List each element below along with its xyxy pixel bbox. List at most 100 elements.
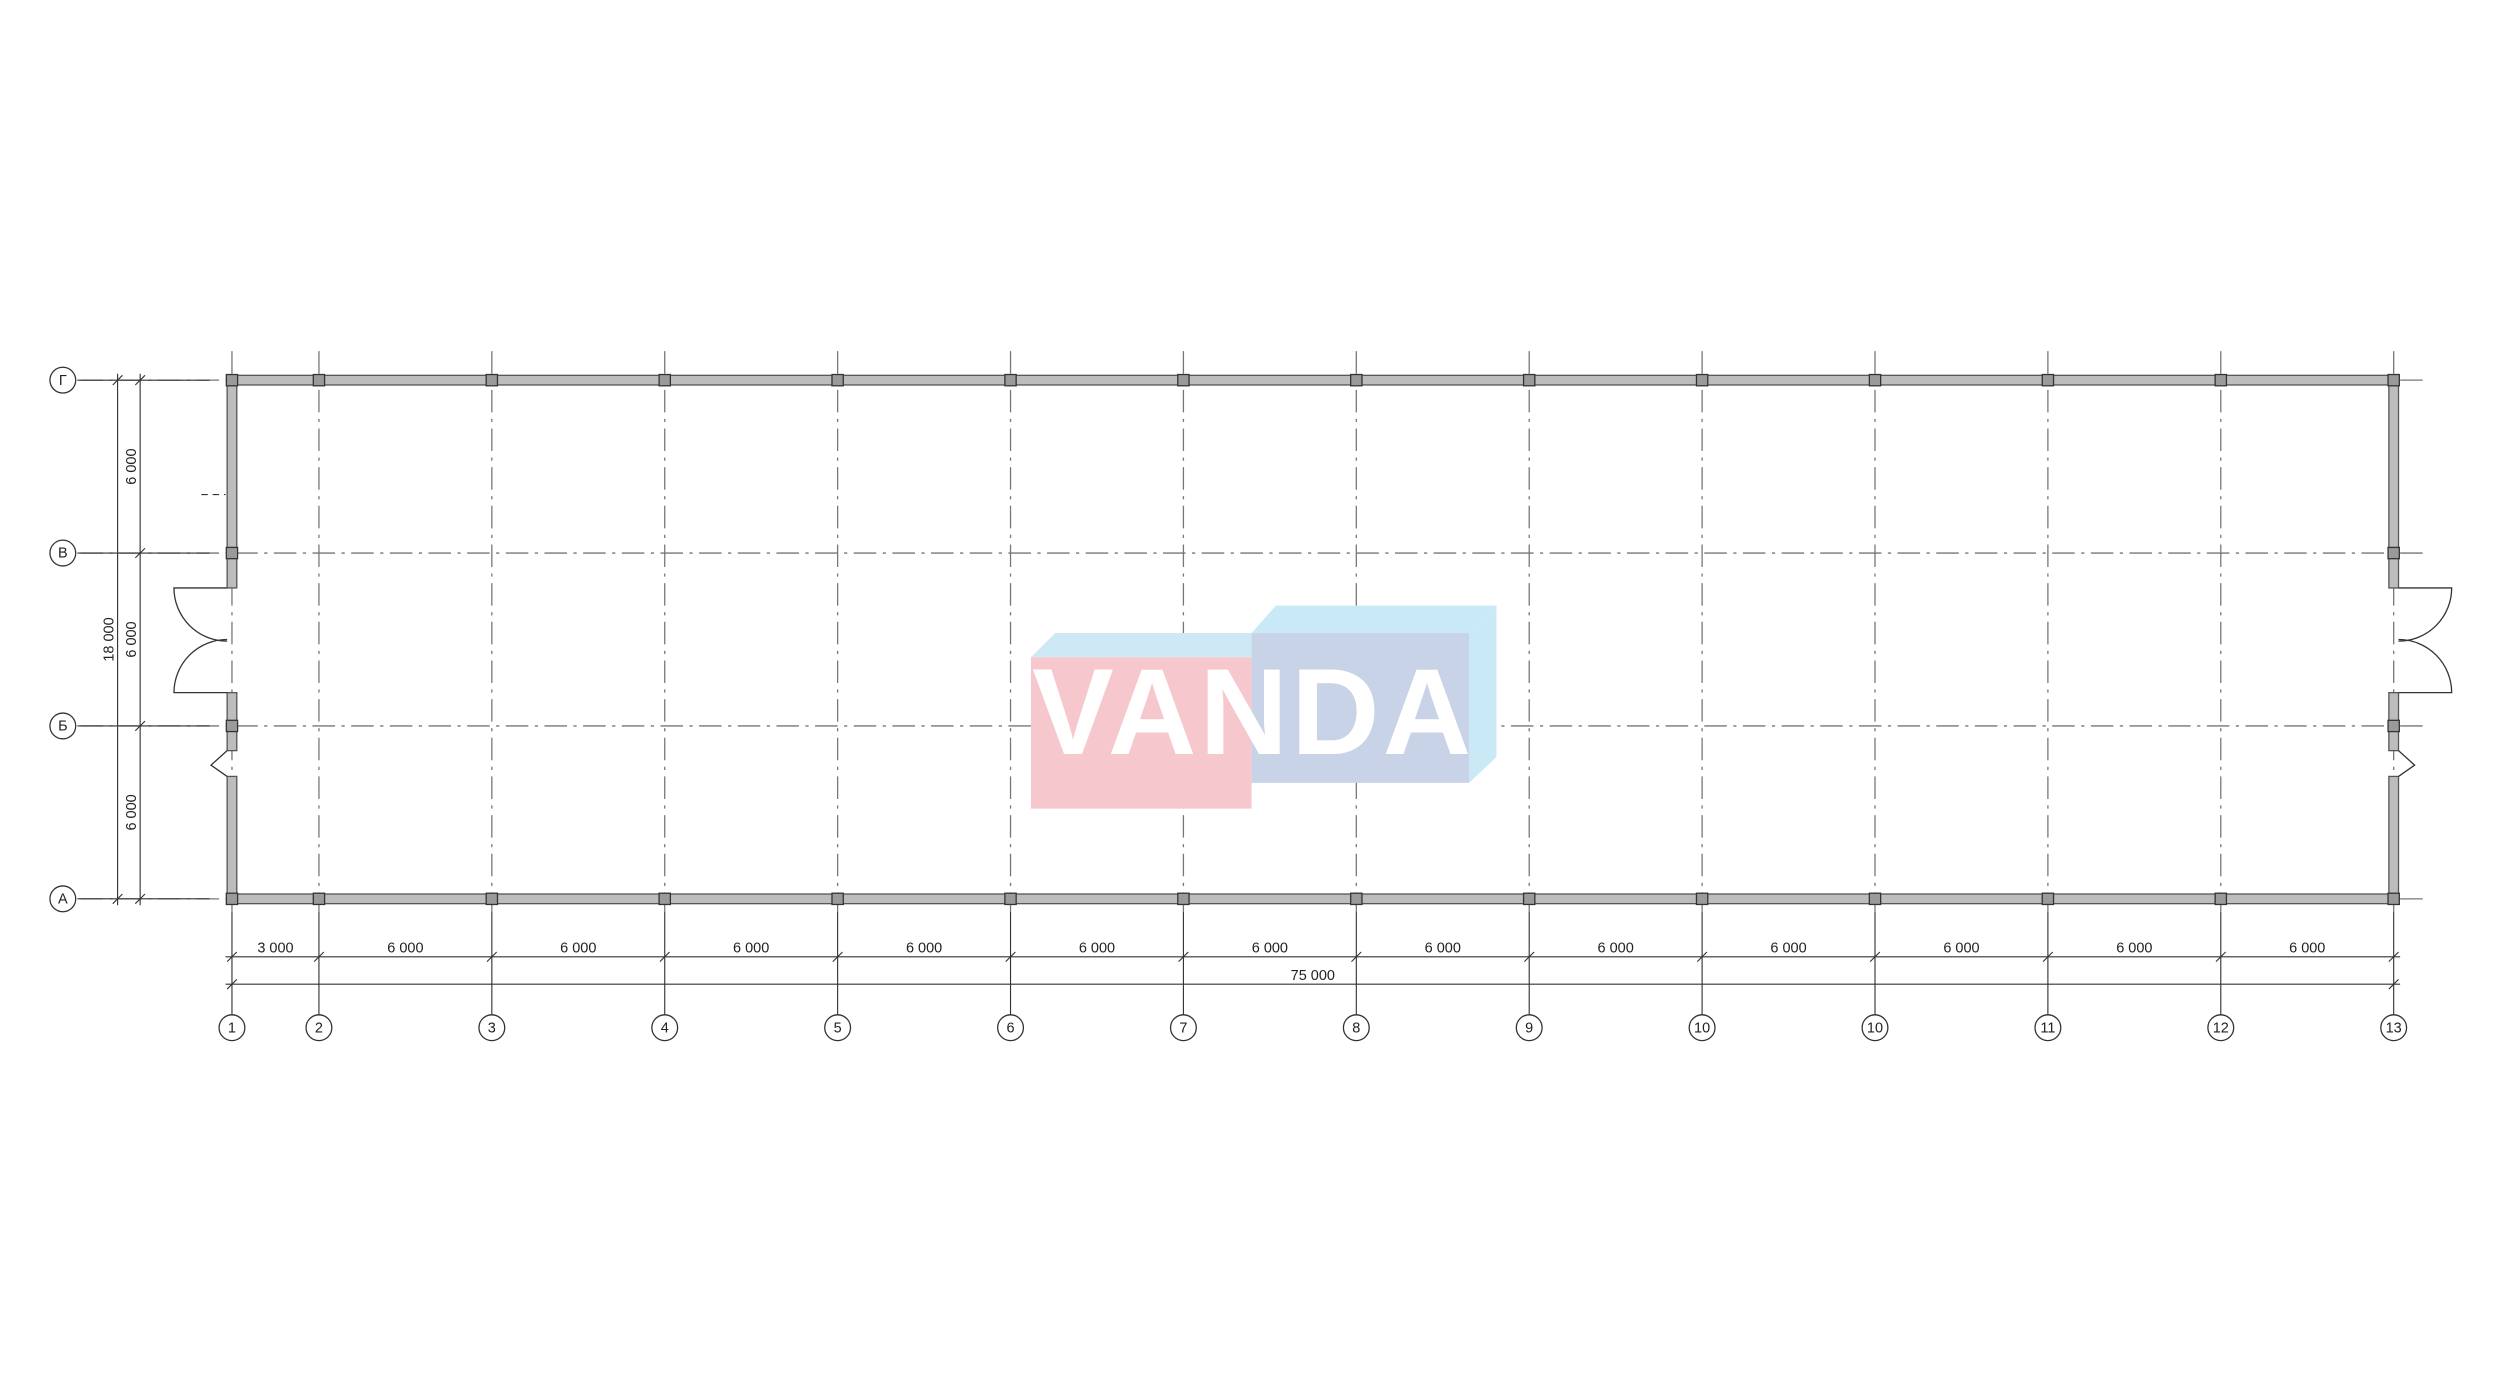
tick — [1869, 951, 1881, 963]
door — [209, 750, 228, 777]
column — [485, 892, 499, 906]
tick — [2042, 951, 2054, 963]
axis-label: Г — [59, 373, 67, 389]
tick — [226, 951, 238, 963]
axis-label: 9 — [1525, 1020, 1533, 1036]
wall — [2388, 775, 2400, 900]
axis-label: 11 — [2040, 1020, 2055, 1036]
column — [1695, 892, 1709, 906]
dimension-label: 6 000 — [124, 448, 140, 484]
dimension-label: 6 000 — [124, 794, 140, 830]
dimension-label: 6 000 — [1252, 941, 1288, 957]
axis-label: Б — [58, 719, 68, 735]
axis-bubble — [1169, 1014, 1197, 1042]
axis-bubble — [1515, 1014, 1543, 1042]
dimension-label: 6 000 — [2289, 941, 2325, 957]
axis-bubble — [49, 885, 77, 913]
wall — [226, 893, 2400, 905]
tick — [112, 374, 123, 386]
tick — [134, 893, 146, 905]
overall-dimension: 18 000 — [101, 617, 117, 661]
column — [1868, 892, 1882, 906]
column — [1695, 373, 1709, 387]
column — [1350, 373, 1363, 387]
column — [312, 373, 326, 387]
axis-label: 6 — [1006, 1020, 1014, 1036]
dimension-label: 6 000 — [1943, 941, 1979, 957]
axis-bubble — [2207, 1014, 2235, 1042]
column — [225, 719, 239, 733]
watermark-shape — [1251, 605, 1497, 634]
dimension-label: 6 000 — [2116, 941, 2152, 957]
axis-bubble — [1688, 1014, 1716, 1042]
dimension-label: 3 000 — [257, 941, 293, 957]
axis-label: 7 — [1179, 1020, 1187, 1036]
axis-bubble — [49, 366, 77, 394]
column — [658, 892, 672, 906]
dimension-label: 6 000 — [560, 941, 596, 957]
watermark-shape — [1251, 633, 1470, 783]
axis-bubble — [1342, 1014, 1370, 1042]
column — [485, 373, 499, 387]
column — [831, 373, 844, 387]
tick — [2388, 978, 2399, 990]
column — [1177, 373, 1190, 387]
watermark: VANDA — [1030, 605, 1497, 809]
column — [1868, 373, 1882, 387]
wall — [226, 374, 2400, 386]
column — [2387, 373, 2400, 387]
column — [2387, 719, 2400, 733]
column — [2041, 892, 2055, 906]
column — [1004, 373, 1017, 387]
tick — [112, 893, 123, 905]
column — [2041, 373, 2055, 387]
tick — [313, 951, 325, 963]
column — [312, 892, 326, 906]
tick — [659, 951, 670, 963]
axis-bubble — [49, 539, 77, 567]
dimension-label: 6 000 — [733, 941, 769, 957]
column — [1522, 892, 1536, 906]
column — [1004, 892, 1017, 906]
axis-bubble — [49, 712, 77, 740]
tick — [1005, 951, 1016, 963]
column — [2214, 892, 2228, 906]
drawing: 1 2 3 4 5 6 7 8 9 10 10 11 12 133 000 6 000 6 000 6 000 6… — [49, 351, 2453, 1042]
column — [2387, 546, 2400, 560]
tick — [226, 978, 238, 990]
tick — [1178, 951, 1189, 963]
tick — [1523, 951, 1535, 963]
tick — [2388, 951, 2399, 963]
axis-label: 5 — [834, 1020, 842, 1036]
dimension-label: 6 000 — [1598, 941, 1634, 957]
axis-bubble — [218, 1014, 246, 1042]
axis-bubble — [305, 1014, 333, 1042]
axis-label: 8 — [1352, 1020, 1360, 1036]
axis-label: 3 — [488, 1020, 496, 1036]
column — [831, 892, 844, 906]
door — [173, 587, 228, 694]
axis-label: 12 — [2213, 1020, 2229, 1036]
axis-label: А — [58, 891, 68, 907]
axis-bubble — [2380, 1014, 2408, 1042]
axis-label: 10 — [1867, 1020, 1883, 1036]
axis-label: В — [58, 546, 68, 562]
tick — [134, 374, 146, 386]
dimension-label: 6 000 — [387, 941, 423, 957]
column — [1350, 892, 1363, 906]
axis-bubble — [2034, 1014, 2062, 1042]
tick — [134, 720, 146, 732]
tick — [134, 547, 146, 559]
column — [225, 892, 239, 906]
watermark-shape — [1469, 605, 1497, 783]
dimension-label: 6 000 — [1770, 941, 1806, 957]
dimension-label: 6 000 — [906, 941, 942, 957]
watermark-shape — [1030, 657, 1252, 809]
tick — [2215, 951, 2227, 963]
axis-bubble — [996, 1014, 1025, 1042]
axis-label: 10 — [1694, 1020, 1710, 1036]
axis-label: 4 — [661, 1020, 669, 1036]
column — [225, 373, 239, 387]
axis-bubble — [1861, 1014, 1889, 1042]
